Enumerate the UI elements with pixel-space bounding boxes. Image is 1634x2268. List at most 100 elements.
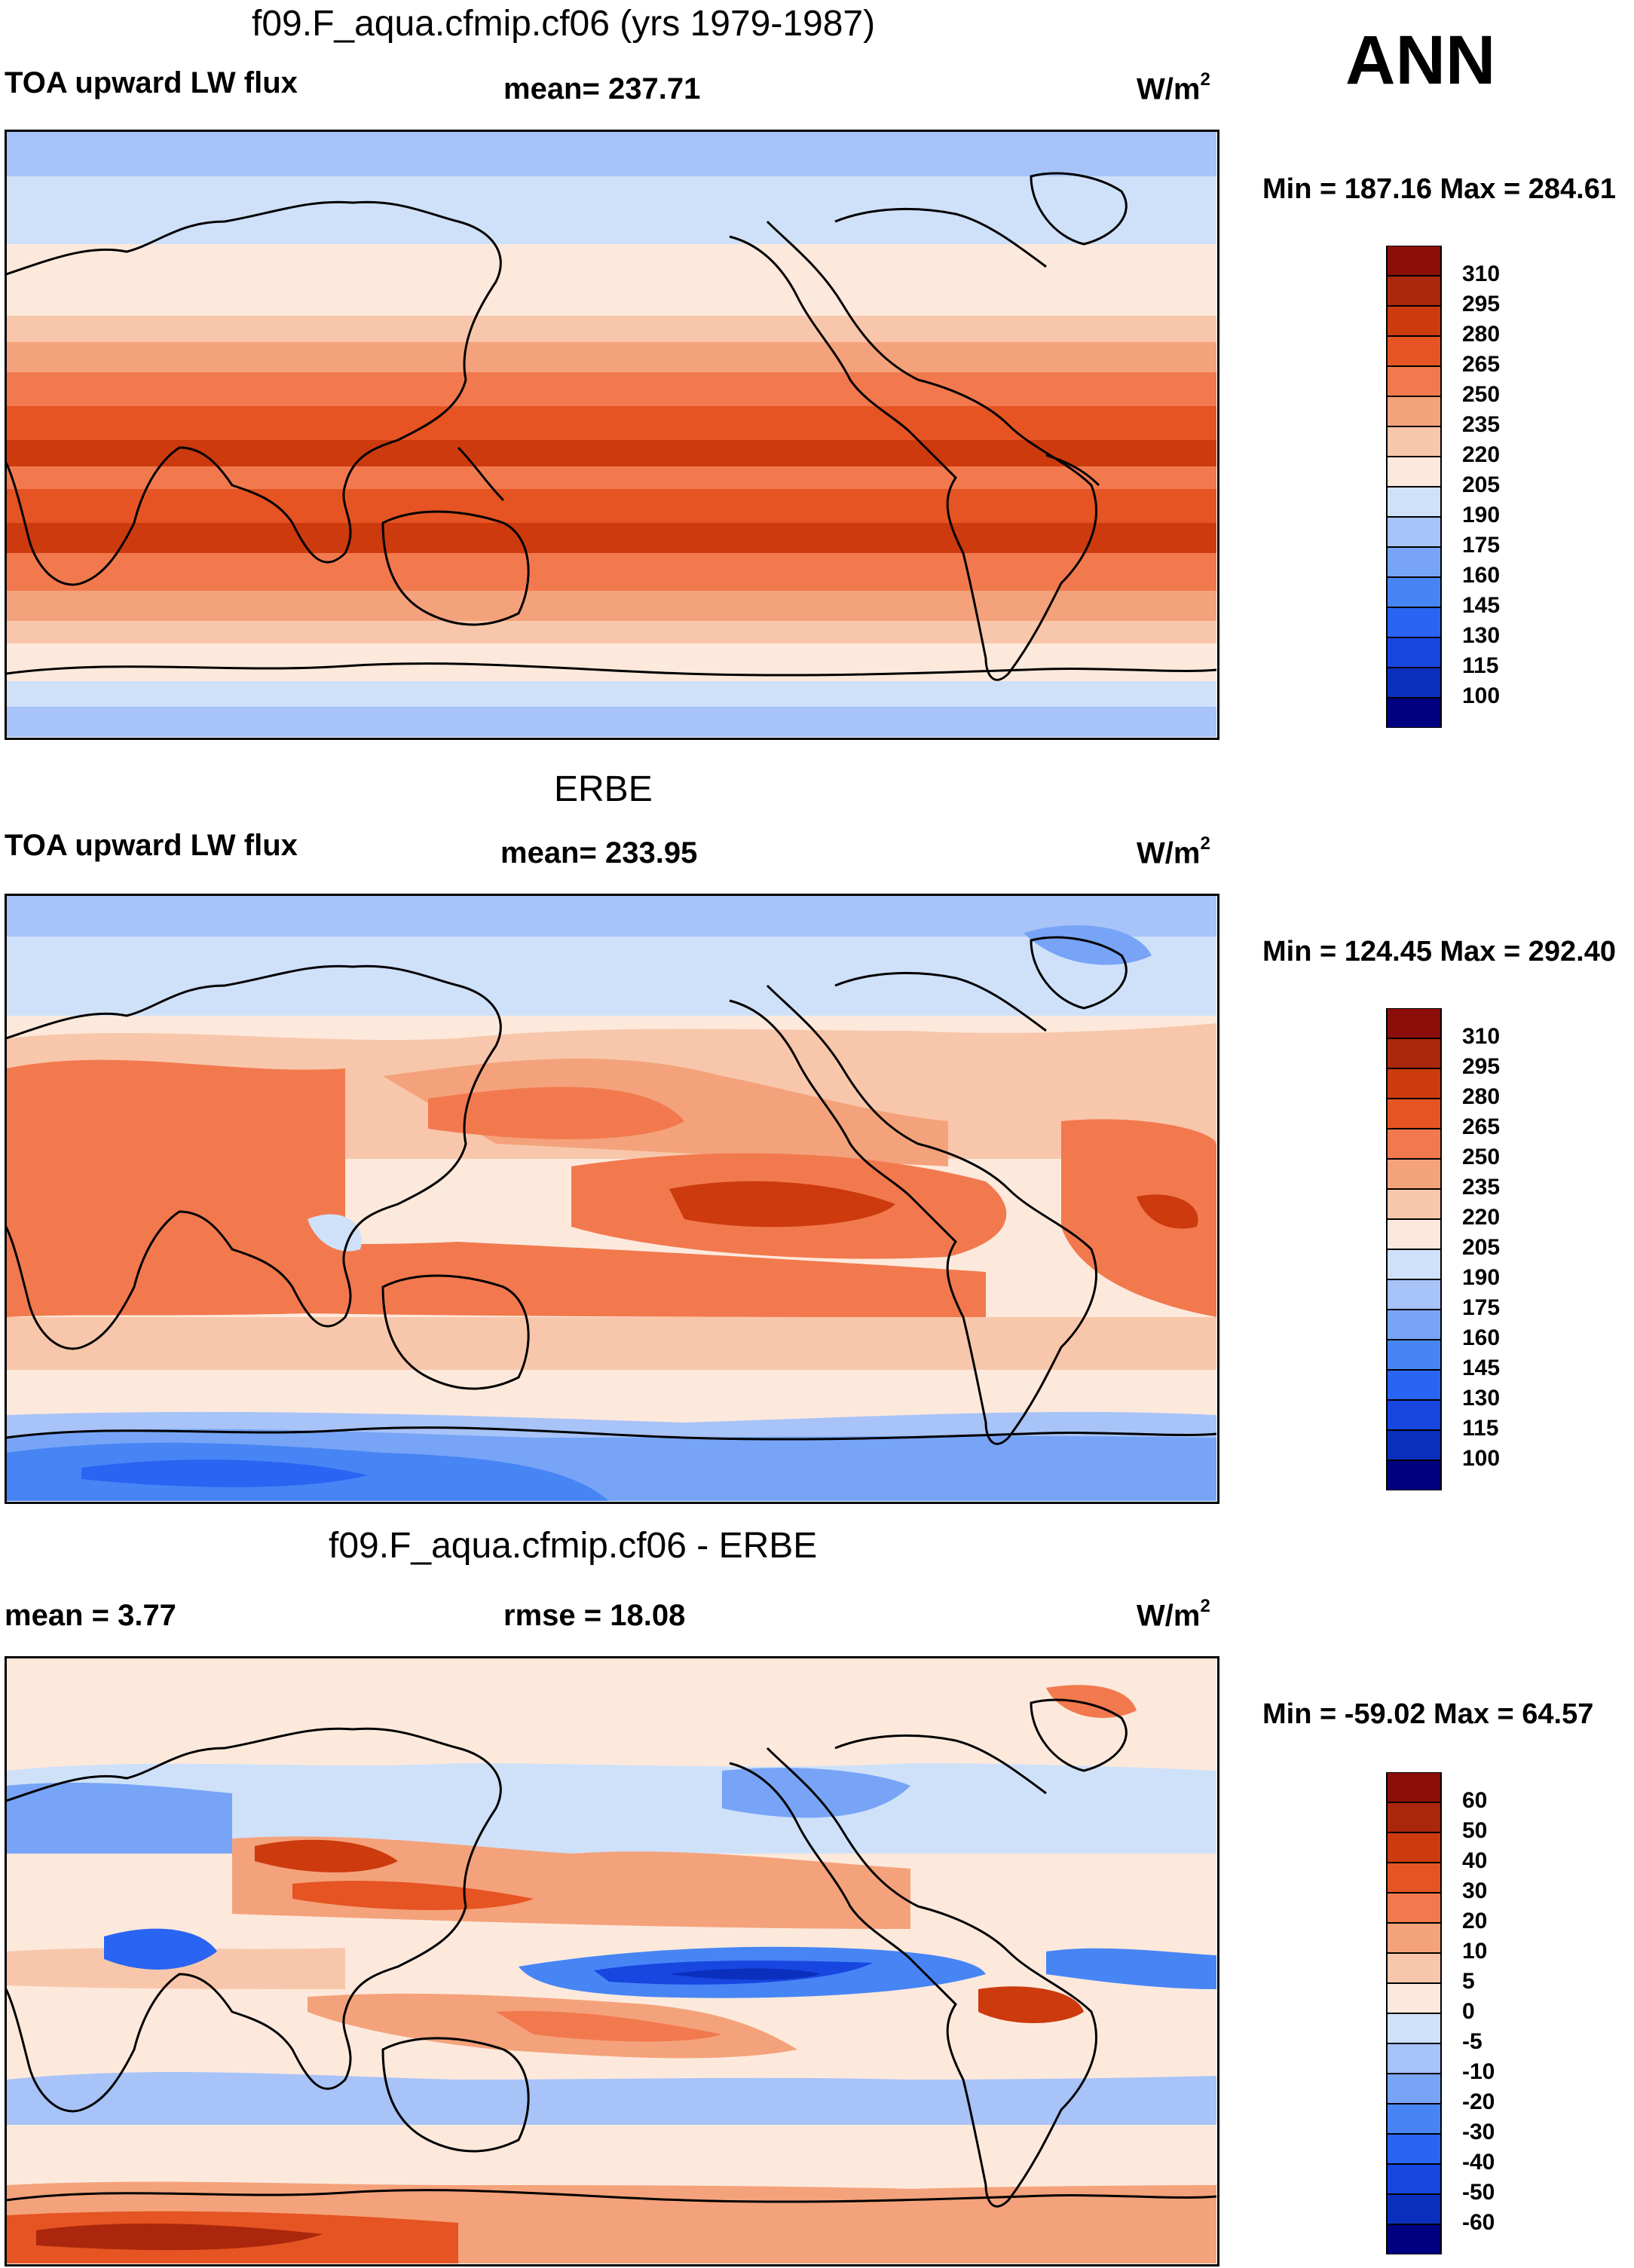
colorbar-box [1386,667,1442,698]
colorbar-box [1386,1369,1442,1401]
colorbar-tick-label: 265 [1462,1114,1501,1139]
panel-1-coastlines [6,172,1216,681]
colorbar-tick-label: -40 [1462,2150,1495,2175]
colorbar-tick-label: -50 [1462,2180,1495,2205]
panel-3-coastlines [6,1698,1216,2208]
colorbar-box [1386,1279,1442,1310]
colorbar-box [1386,1802,1442,1833]
colorbar-tick-label: -20 [1462,2089,1495,2114]
colorbar-box [1386,456,1442,488]
colorbar-tick-label: 220 [1462,442,1501,467]
colorbar-box [1386,1218,1442,1250]
panel-1-colorbar [1386,246,1442,728]
colorbar-tick-label: 130 [1462,623,1501,648]
panel-2-coastlines [6,936,1216,1445]
panel-3-center-label: rmse = 18.08 [503,1599,686,1632]
colorbar-box [1386,1952,1442,1984]
colorbar-box [1386,1249,1442,1280]
panel-2-colorbar [1386,1008,1442,1490]
panel-2-left-label: TOA upward LW flux [5,829,298,862]
colorbar-box [1386,335,1442,367]
colorbar-tick-label: 50 [1462,1818,1488,1843]
colorbar-tick-label: 160 [1462,1325,1501,1350]
colorbar-box [1386,576,1442,608]
colorbar-box [1386,637,1442,668]
panel-3-colorbar [1386,1772,1442,2254]
colorbar-tick-label: 310 [1462,1024,1501,1049]
colorbar-box [1386,1339,1442,1371]
panel-2-field [6,895,1216,1501]
panel-1-minmax: Min = 187.16 Max = 284.61 [1262,173,1616,205]
colorbar-tick-label: 205 [1462,1235,1501,1260]
colorbar-box [1386,1098,1442,1129]
panel-1-units: W/m2 [1137,69,1210,106]
panel-2-units: W/m2 [1137,833,1210,870]
colorbar-box [1386,2013,1442,2044]
colorbar-tick-label: 190 [1462,1265,1501,1290]
colorbar-tick-label: 40 [1462,1848,1488,1873]
panel-1-left-label: TOA upward LW flux [5,66,298,99]
colorbar-box [1386,1982,1442,2014]
panel-3-units: W/m2 [1137,1596,1210,1633]
colorbar-box [1386,1772,1442,1803]
panel-1-frame [5,130,1219,740]
panel-3-field [6,1658,1216,2263]
colorbar-box [1386,2103,1442,2135]
colorbar-tick-label: 100 [1462,683,1501,708]
colorbar-tick-label: 20 [1462,1909,1488,1933]
panel-3-title: f09.F_aqua.cfmip.cf06 - ERBE [329,1526,818,1566]
colorbar-box [1386,396,1442,427]
panel-3-map [6,1658,1216,2263]
panel-1-center-label: mean= 237.71 [503,72,701,105]
colorbar-tick-label: 175 [1462,1295,1501,1320]
colorbar-box [1386,2133,1442,2165]
colorbar-box [1386,1068,1442,1099]
colorbar-tick-label: -30 [1462,2120,1495,2144]
panel-3-left-label: mean = 3.77 [5,1599,176,1632]
colorbar-tick-label: 235 [1462,1175,1501,1200]
colorbar-box [1386,2193,1442,2225]
colorbar-tick-label: 250 [1462,382,1501,407]
colorbar-tick-label: 10 [1462,1939,1488,1964]
panel-1-title: f09.F_aqua.cfmip.cf06 (yrs 1979-1987) [252,4,876,44]
colorbar-box [1386,1158,1442,1190]
colorbar-box [1386,1832,1442,1863]
panel-3-frame [5,1656,1219,2266]
colorbar-tick-label: 145 [1462,593,1501,618]
colorbar-tick-label: 60 [1462,1788,1488,1813]
colorbar-tick-label: 145 [1462,1356,1501,1380]
panel-2-minmax: Min = 124.45 Max = 292.40 [1262,936,1616,967]
colorbar-box [1386,516,1442,548]
colorbar-tick-label: 100 [1462,1446,1501,1471]
colorbar-tick-label: 115 [1462,1416,1499,1441]
colorbar-tick-label: 160 [1462,563,1501,588]
colorbar-box [1386,607,1442,638]
colorbar-box [1386,2073,1442,2104]
panel-2-frame [5,894,1219,1504]
colorbar-box [1386,305,1442,337]
colorbar-tick-label: 310 [1462,261,1501,286]
colorbar-tick-label: 5 [1462,1969,1475,1994]
colorbar-box [1386,1399,1442,1431]
colorbar-box [1386,1429,1442,1461]
colorbar-box [1386,1862,1442,1894]
colorbar-box [1386,1188,1442,1220]
colorbar-box [1386,486,1442,518]
colorbar-box [1386,2043,1442,2074]
colorbar-box [1386,2163,1442,2195]
colorbar-box [1386,1038,1442,1069]
colorbar-tick-label: 235 [1462,412,1501,437]
colorbar-box [1386,1460,1442,1490]
colorbar-tick-label: 190 [1462,503,1501,527]
colorbar-box [1386,275,1442,307]
colorbar-box [1386,2224,1442,2254]
colorbar-tick-label: 0 [1462,1999,1475,2024]
colorbar-box [1386,1922,1442,1954]
colorbar-tick-label: 250 [1462,1145,1501,1169]
colorbar-tick-label: 265 [1462,352,1501,377]
panel-2-map [6,895,1216,1501]
colorbar-tick-label: -5 [1462,2029,1483,2054]
colorbar-box [1386,1008,1442,1039]
panel-2-center-label: mean= 233.95 [500,836,698,870]
colorbar-box [1386,246,1442,277]
